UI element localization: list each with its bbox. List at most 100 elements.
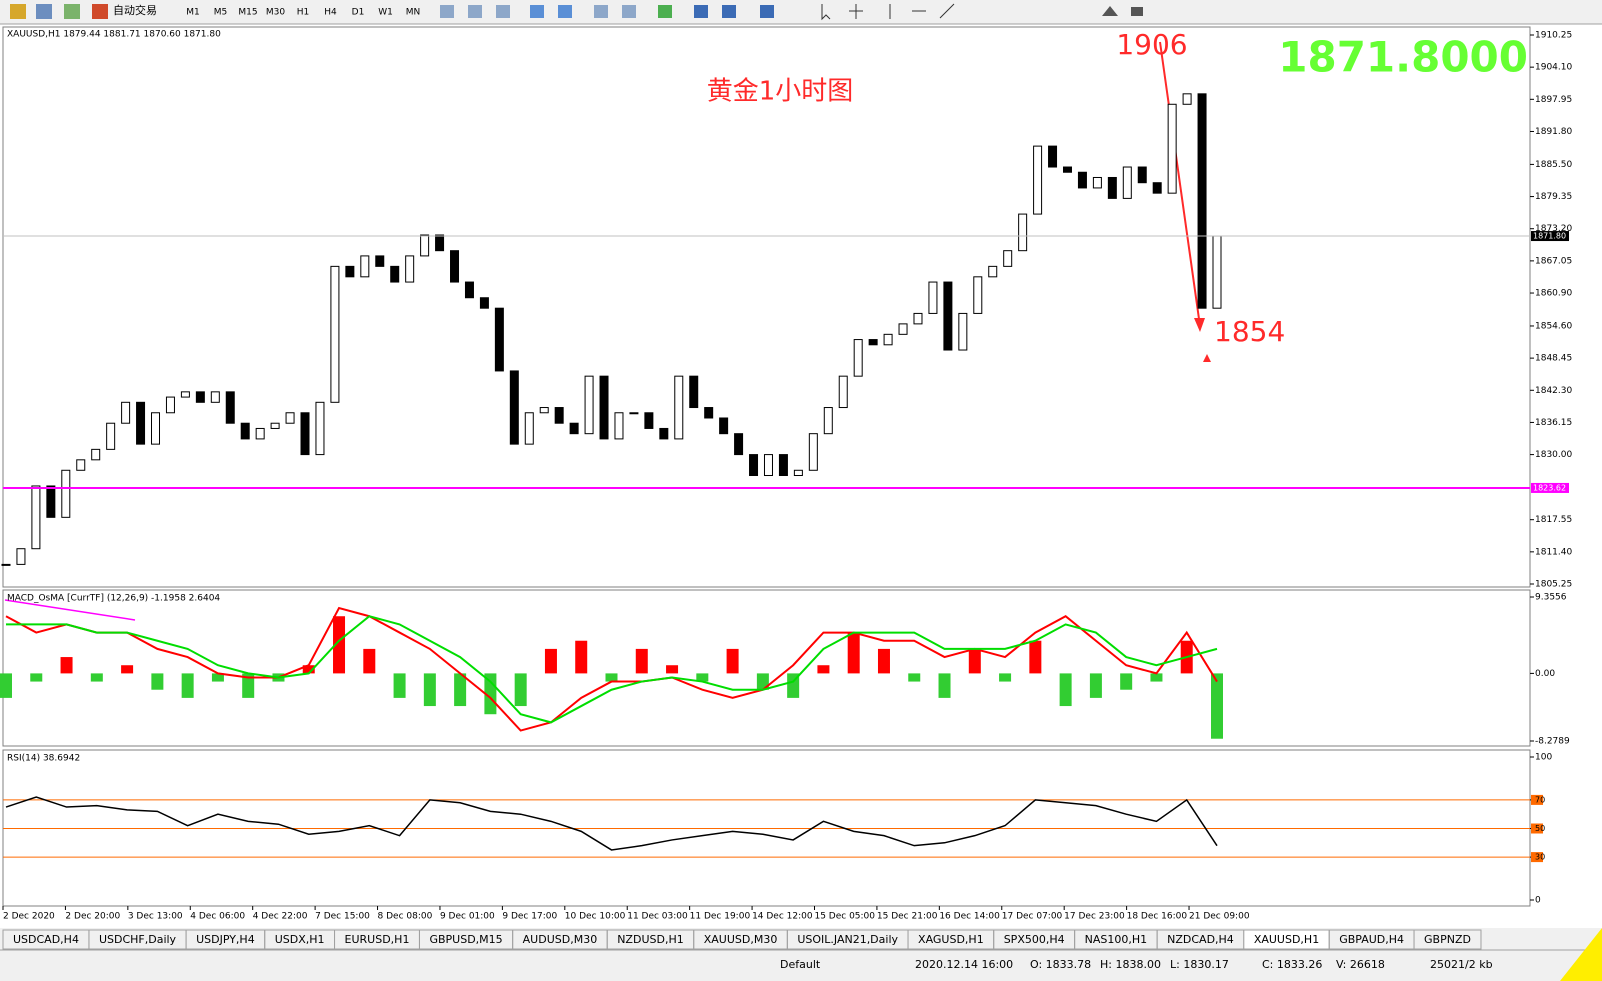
candle	[674, 375, 684, 440]
x-tick-label: 9 Dec 17:00	[502, 912, 557, 922]
timeframe-button[interactable]: M5	[214, 8, 228, 18]
tab[interactable]: NZDCAD,H4	[1167, 933, 1234, 946]
icon[interactable]	[92, 4, 108, 19]
marker	[1203, 354, 1211, 362]
icon[interactable]	[36, 4, 52, 19]
candle	[46, 485, 56, 518]
icon[interactable]	[64, 4, 80, 19]
cursor-tool[interactable]	[821, 4, 831, 21]
histogram-bar	[635, 648, 648, 674]
tab[interactable]: XAUUSD,M30	[704, 933, 778, 946]
candle	[76, 459, 86, 471]
y-tick-label: 70	[1535, 795, 1545, 804]
tab-frame[interactable]	[1413, 929, 1482, 950]
icon[interactable]	[440, 5, 454, 18]
shape-tools[interactable]	[1102, 6, 1143, 16]
x-tick-label: 2 Dec 20:00	[65, 912, 120, 922]
trend-line	[4, 599, 136, 621]
histogram-bar	[938, 673, 951, 698]
icon[interactable]	[658, 5, 672, 18]
tab[interactable]: NAS100,H1	[1085, 933, 1148, 946]
icon[interactable]	[530, 5, 544, 18]
histogram-bar	[847, 632, 860, 674]
status-text: H: 1838.00	[1100, 958, 1161, 971]
tab[interactable]: XAUUSD,H1	[1254, 933, 1319, 946]
status-text: C: 1833.26	[1262, 958, 1322, 971]
tab[interactable]: USOIL.JAN21,Daily	[797, 933, 898, 946]
chart-header: XAUUSD,H1 1879.44 1881.71 1870.60 1871.8…	[7, 30, 221, 40]
histogram-bar	[30, 673, 43, 682]
timeframe-button[interactable]: H1	[297, 8, 310, 18]
candle	[285, 412, 295, 424]
x-tick-label: 7 Dec 15:00	[315, 912, 370, 922]
tab[interactable]: USDCAD,H4	[13, 933, 79, 946]
tab[interactable]: SPX500,H4	[1004, 933, 1065, 946]
candle	[704, 407, 714, 419]
tab[interactable]: USDCHF,Daily	[99, 933, 177, 946]
icon[interactable]	[622, 5, 636, 18]
tab[interactable]: GBPAUD,H4	[1339, 933, 1404, 946]
tab[interactable]: AUDUSD,M30	[523, 933, 598, 946]
y-tick-label: 1879.35	[1535, 192, 1572, 202]
candle	[1197, 93, 1207, 309]
icon[interactable]	[760, 5, 774, 18]
tab[interactable]: USDJPY,H4	[196, 933, 255, 946]
candle	[644, 412, 654, 429]
histogram-bar	[726, 648, 739, 674]
timeframe-button[interactable]: M1	[186, 8, 200, 18]
y-tick-label: 1867.05	[1535, 256, 1572, 266]
icon[interactable]	[468, 5, 482, 18]
tab[interactable]: XAGUSD,H1	[918, 933, 984, 946]
candle	[330, 265, 340, 403]
icon[interactable]	[496, 5, 510, 18]
x-tick-label: 9 Dec 01:00	[440, 912, 495, 922]
candle	[300, 412, 310, 456]
icon[interactable]	[10, 4, 26, 19]
x-tick-label: 21 Dec 09:00	[1189, 912, 1250, 922]
candle	[1137, 166, 1147, 184]
histogram-bar	[302, 665, 315, 674]
arrow-head	[1194, 318, 1205, 332]
crosshair-tool[interactable]	[849, 4, 863, 19]
candle	[345, 265, 355, 278]
x-tick-label: 14 Dec 12:00	[752, 912, 813, 922]
status-text: Default	[780, 958, 821, 971]
x-tick-label: 16 Dec 14:00	[939, 912, 1000, 922]
macd-line	[5, 606, 1218, 732]
tab[interactable]: USDX,H1	[275, 933, 325, 946]
candle	[1048, 145, 1058, 168]
candle	[1092, 176, 1102, 189]
y-tick-label: 1904.10	[1535, 63, 1572, 73]
status-bar	[0, 950, 1602, 981]
tab[interactable]: NZDUSD,H1	[617, 933, 684, 946]
timeframe-button[interactable]: W1	[378, 8, 393, 18]
candle	[106, 422, 116, 450]
icon[interactable]	[694, 5, 708, 18]
candle	[91, 448, 101, 461]
icon[interactable]	[558, 5, 572, 18]
timeframe-button[interactable]: M15	[238, 8, 257, 18]
icon[interactable]	[594, 5, 608, 18]
candle	[1107, 176, 1117, 199]
status-text: 2020.12.14 16:00	[915, 958, 1013, 971]
x-tick-label: 2 Dec 2020	[3, 912, 55, 922]
timeframe-button[interactable]: MN	[406, 8, 421, 18]
timeframe-button[interactable]: M30	[266, 8, 285, 18]
timeframe-button[interactable]: H4	[324, 8, 337, 18]
histogram-bar	[211, 673, 224, 682]
macd-header: MACD_OsMA [CurrTF] (12,26,9) -1.1958 2.6…	[7, 594, 220, 604]
line-tools[interactable]	[889, 3, 955, 19]
y-tick-label: 1897.95	[1535, 95, 1572, 105]
tab[interactable]: EURUSD,H1	[345, 933, 410, 946]
tab[interactable]: GBPUSD,M15	[429, 933, 502, 946]
y-tick-label: 1848.45	[1535, 354, 1572, 364]
y-tick-label: 1873.20	[1535, 224, 1572, 234]
auto-trade-button[interactable]: 自动交易	[113, 3, 157, 17]
candle	[749, 454, 759, 477]
icon[interactable]	[722, 5, 736, 18]
histogram-bar	[877, 648, 890, 674]
y-tick-label: 1830.00	[1535, 450, 1572, 460]
timeframe-button[interactable]: D1	[352, 8, 365, 18]
y-tick-label: 1836.15	[1535, 418, 1572, 428]
tab[interactable]: GBPNZD	[1424, 933, 1471, 946]
